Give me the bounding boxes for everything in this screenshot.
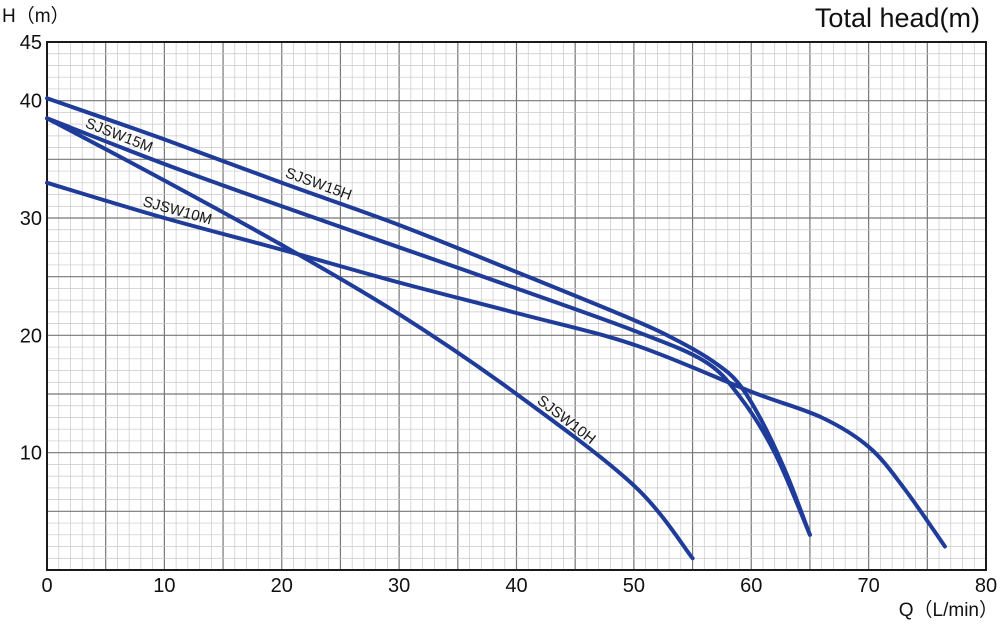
y-tick-label: 30 — [20, 208, 42, 230]
x-tick-label: 60 — [740, 575, 762, 597]
y-tick-label: 40 — [20, 91, 42, 113]
curves — [45, 96, 947, 561]
x-tick-label: 10 — [153, 575, 175, 597]
x-tick-label: 70 — [858, 575, 880, 597]
plot-frame — [46, 41, 987, 571]
series-line-sjsw15h — [45, 96, 812, 537]
chart-title: Total head(m) — [815, 3, 980, 33]
series-line-sjsw10h — [45, 116, 695, 561]
y-axis-title: H（m） — [2, 5, 70, 27]
series-line-sjsw15m — [45, 116, 812, 537]
x-axis-title: Q（L/min） — [899, 599, 998, 621]
x-tick-label: 50 — [623, 575, 645, 597]
x-tick-label: 30 — [388, 575, 410, 597]
x-tick-label: 80 — [975, 575, 997, 597]
x-tick-label: 20 — [271, 575, 293, 597]
x-tick-label: 40 — [505, 575, 527, 597]
y-tick-label: 20 — [20, 325, 42, 347]
tick-labels: 0 10 20 30 40 50 60 70 80 10 20 30 40 45 — [20, 32, 997, 597]
y-tick-label: 45 — [20, 32, 42, 54]
y-tick-label: 10 — [20, 443, 42, 465]
series-line-sjsw10m — [45, 180, 947, 549]
x-tick-label: 0 — [41, 575, 52, 597]
grid — [46, 41, 987, 571]
